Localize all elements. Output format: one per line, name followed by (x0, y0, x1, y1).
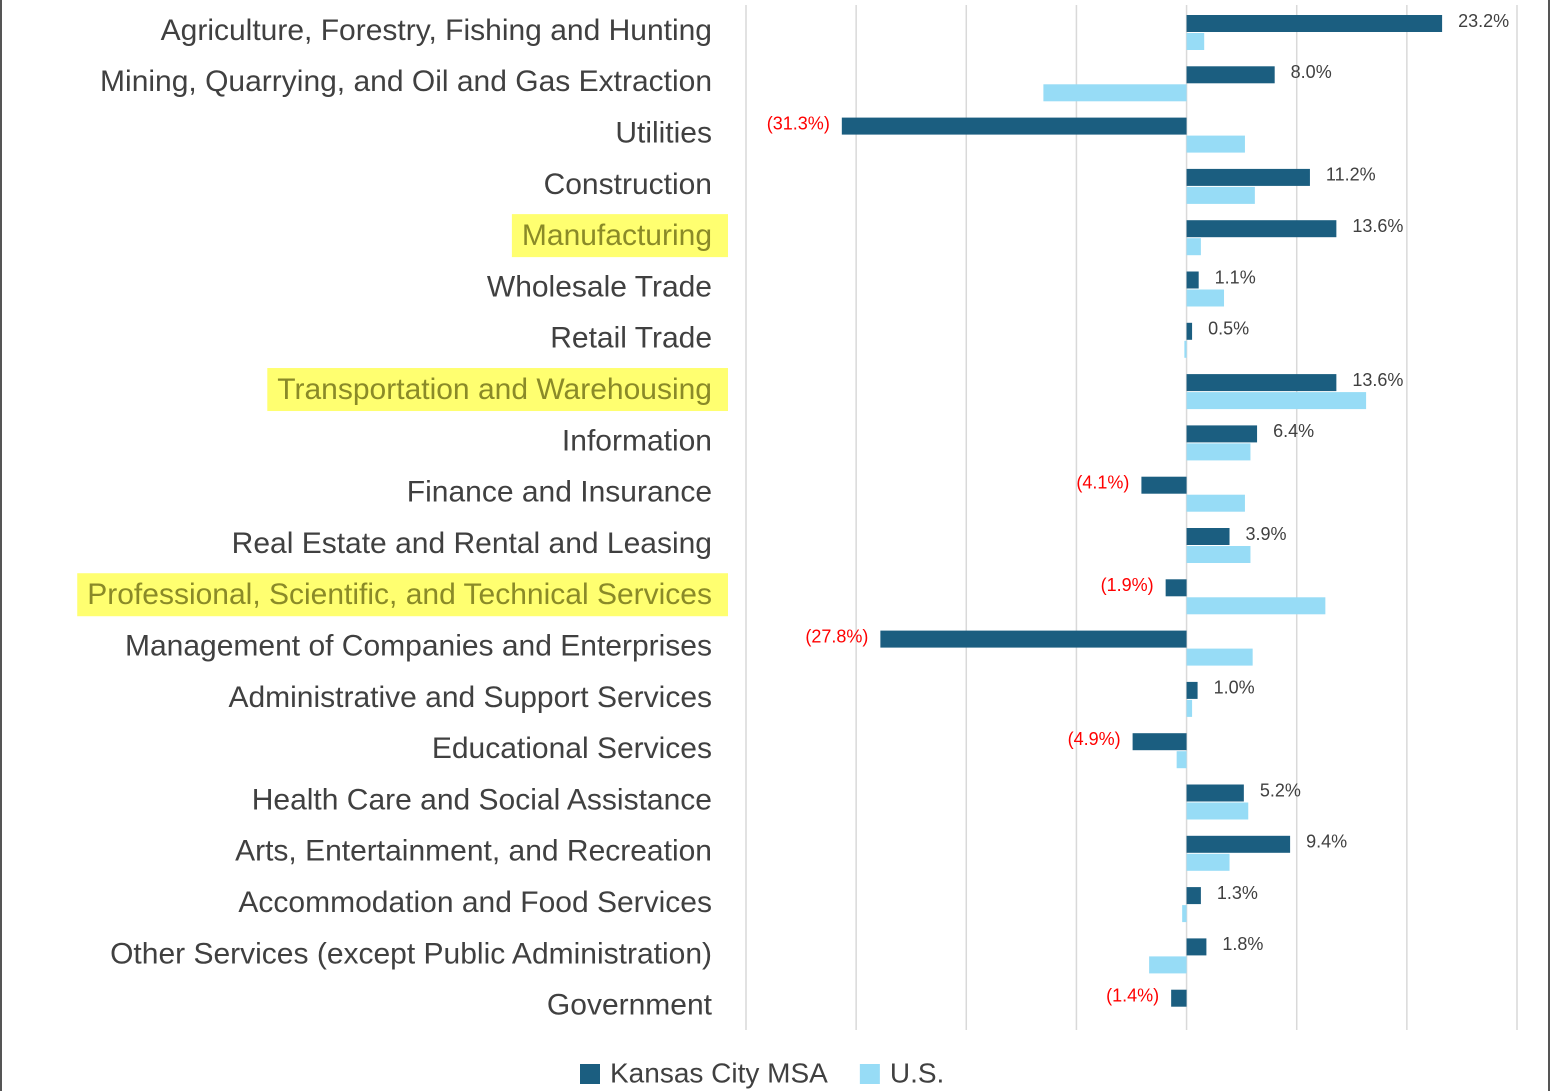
bar (1186, 289, 1225, 307)
bar (1186, 699, 1193, 717)
highlight (511, 214, 728, 258)
data-label: 13.6% (1352, 370, 1403, 390)
bar (1186, 853, 1230, 871)
bar (1186, 392, 1367, 410)
bar (1186, 186, 1255, 204)
bar (841, 117, 1187, 135)
bar (1171, 989, 1187, 1007)
highlight (77, 573, 728, 617)
bar (1186, 15, 1443, 32)
category-label: Finance and Insurance (407, 476, 712, 509)
data-label: (1.4%) (1106, 985, 1159, 1005)
bar (1186, 648, 1253, 666)
data-label: 1.1% (1215, 267, 1256, 287)
legend-label: Kansas City MSA (610, 1057, 828, 1088)
bar (1186, 168, 1310, 186)
bar (1186, 135, 1245, 153)
category-label: Retail Trade (550, 322, 712, 355)
bar (1186, 494, 1245, 512)
data-label: 23.2% (1458, 11, 1509, 31)
category-label: Utilities (615, 117, 712, 150)
bar (1186, 443, 1251, 461)
category-label: Educational Services (432, 732, 712, 765)
data-label: (27.8%) (805, 626, 868, 646)
category-label: Other Services (except Public Administra… (110, 937, 712, 970)
bar (1182, 905, 1187, 923)
highlight (267, 368, 728, 412)
legend-swatch (859, 1064, 880, 1084)
legend-swatch (580, 1064, 600, 1084)
category-label: Transportation and Warehousing (277, 373, 712, 406)
data-label: 6.4% (1273, 421, 1314, 441)
category-label: Management of Companies and Enterprises (125, 630, 712, 663)
bar (1186, 528, 1230, 545)
category-label: Government (547, 989, 713, 1022)
category-label: Professional, Scientific, and Technical … (87, 578, 712, 611)
data-label: 3.9% (1246, 524, 1287, 544)
bar (1186, 835, 1291, 853)
data-label: 5.2% (1260, 780, 1301, 800)
bar (1186, 33, 1205, 50)
bar (1186, 887, 1201, 905)
data-label: 1.8% (1222, 934, 1263, 954)
bar (1149, 956, 1187, 974)
bar (1165, 579, 1187, 597)
bar (1186, 802, 1249, 820)
data-label: 0.5% (1208, 319, 1249, 339)
data-label: (1.9%) (1101, 575, 1154, 595)
data-label: (31.3%) (767, 113, 830, 133)
bar (1186, 938, 1207, 956)
bar (1184, 340, 1187, 358)
bar (1186, 546, 1251, 563)
data-label: 13.6% (1352, 216, 1403, 236)
category-label: Arts, Entertainment, and Recreation (235, 835, 712, 868)
bar (1186, 238, 1201, 256)
category-label: Administrative and Support Services (228, 681, 712, 714)
bar (1186, 681, 1198, 699)
legend-label: U.S. (890, 1057, 944, 1088)
category-label: Mining, Quarrying, and Oil and Gas Extra… (100, 65, 712, 98)
bar (1132, 733, 1187, 751)
category-label: Manufacturing (522, 219, 712, 252)
data-label: 1.3% (1217, 883, 1258, 903)
bar (1186, 374, 1337, 392)
data-label: 1.0% (1214, 678, 1255, 698)
bar (1043, 84, 1187, 102)
category-label: Agriculture, Forestry, Fishing and Hunti… (161, 14, 712, 47)
category-label: Wholesale Trade (487, 270, 712, 303)
bar (880, 630, 1187, 648)
category-label: Information (562, 424, 712, 457)
category-label: Health Care and Social Assistance (252, 783, 712, 816)
data-label: 9.4% (1306, 832, 1347, 852)
bar (1186, 322, 1193, 340)
bar (1186, 271, 1199, 289)
bar (1186, 425, 1258, 443)
data-label: (4.9%) (1068, 729, 1121, 749)
category-label: Real Estate and Rental and Leasing (232, 527, 712, 560)
bar (1186, 784, 1244, 802)
bar (1176, 751, 1187, 769)
bar (1186, 220, 1337, 238)
bar (1186, 66, 1275, 84)
data-label: 8.0% (1291, 62, 1332, 82)
category-label: Construction (544, 168, 712, 201)
data-label: (4.1%) (1076, 472, 1129, 492)
bar (1141, 476, 1187, 494)
category-label: Accommodation and Food Services (238, 886, 712, 919)
data-label: 11.2% (1326, 165, 1376, 185)
bar (1186, 597, 1326, 615)
